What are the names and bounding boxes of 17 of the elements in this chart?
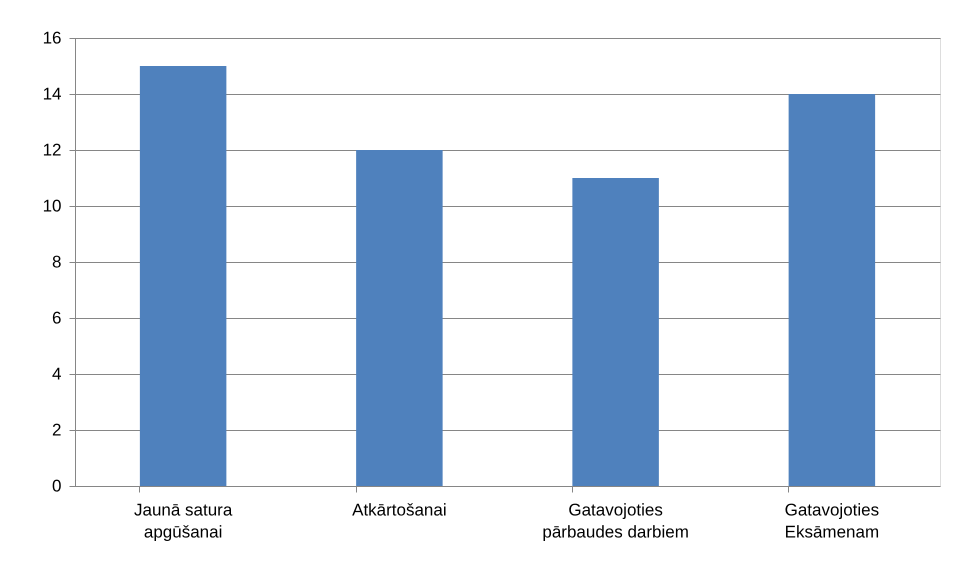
bar — [788, 94, 876, 486]
bar — [356, 150, 443, 486]
x-tick-label: Jaunā satura apgūšanai — [134, 500, 233, 542]
y-tick-label: 8 — [52, 252, 62, 272]
x-tick-label: Gatavojoties Eksāmenam — [784, 500, 880, 542]
y-tick-label: 14 — [42, 84, 62, 104]
bar — [572, 178, 659, 486]
y-tick-label: 0 — [52, 476, 62, 496]
y-tick-label: 16 — [42, 28, 62, 48]
y-tick-label: 2 — [52, 420, 62, 440]
y-tick-label: 10 — [42, 196, 62, 216]
x-tick-label: Gatavojoties pārbaudes darbiem — [542, 500, 689, 542]
x-tick-label: Atkārtošanai — [352, 500, 447, 520]
y-tick-label: 4 — [52, 364, 62, 384]
bar — [140, 66, 226, 486]
y-tick-label: 12 — [42, 140, 62, 160]
y-tick-label: 6 — [52, 308, 62, 328]
